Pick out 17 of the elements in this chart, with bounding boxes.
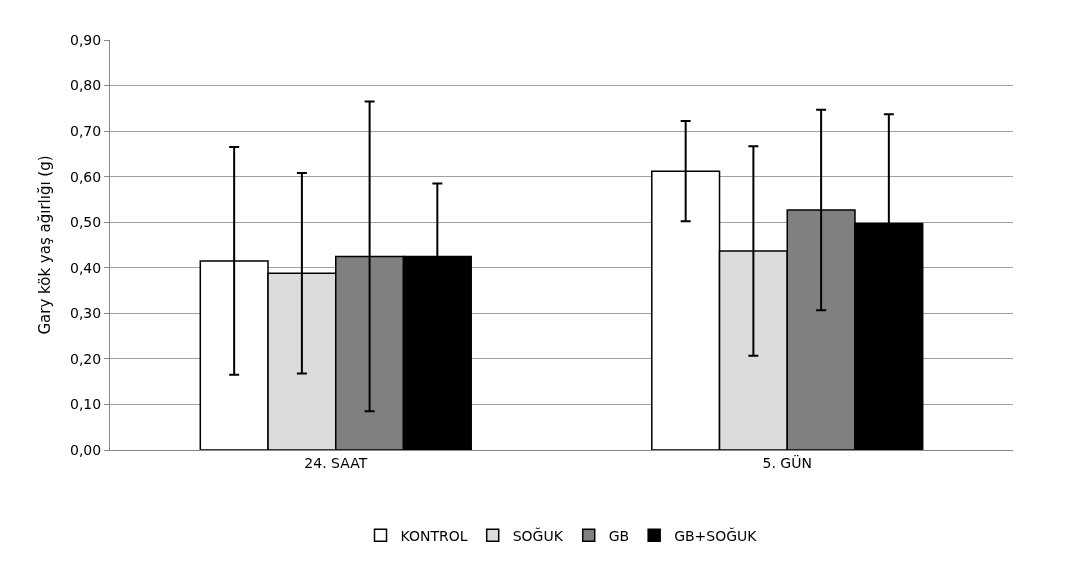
y-tick-label: 0,50 [70, 214, 102, 231]
legend-label: GB [608, 527, 630, 544]
legend-label: GB+SOĞUK [674, 526, 758, 544]
y-tick-label: 0,80 [70, 77, 102, 94]
y-tick-label: 0,00 [70, 441, 102, 458]
legend-label: SOĞUK [512, 526, 564, 544]
x-tick-label: 24. SAAT [304, 454, 368, 471]
y-axis-title: Gary kök yaş ağırlığı (g) [36, 155, 55, 335]
x-tick-label: 5. GÜN [762, 453, 812, 471]
y-tick-label: 0,20 [70, 350, 102, 367]
y-tick-label: 0,30 [70, 305, 102, 322]
legend-label: KONTROL [400, 527, 468, 544]
y-tick-label: 0,60 [70, 168, 102, 185]
y-tick-label: 0,10 [70, 396, 102, 413]
y-tick-label: 0,90 [70, 31, 102, 48]
y-tick-label: 0,40 [70, 259, 102, 276]
y-tick-label: 0,70 [70, 123, 102, 140]
